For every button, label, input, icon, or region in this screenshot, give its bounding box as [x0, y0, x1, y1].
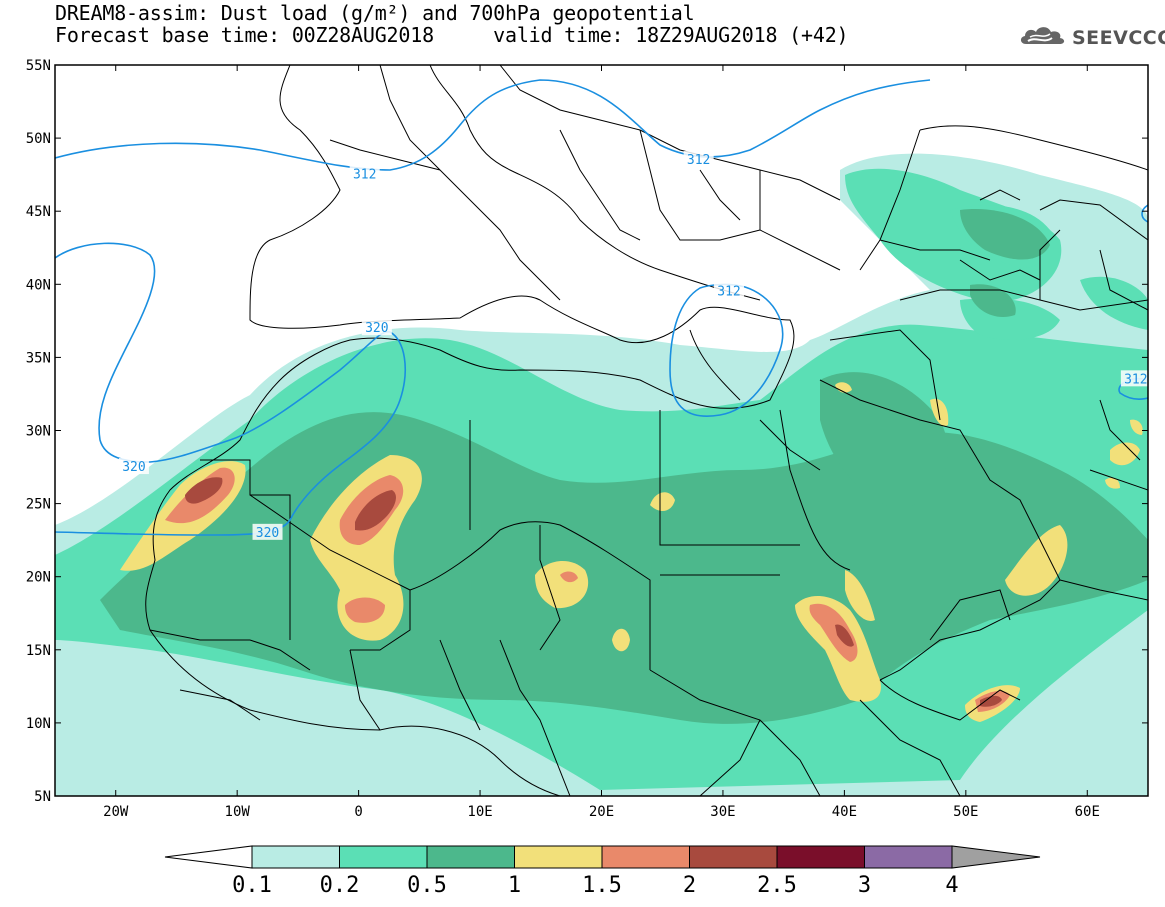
cloud-icon — [1018, 24, 1068, 52]
contour-label: 320 — [365, 321, 388, 336]
lon-tick-label: 40E — [832, 804, 857, 820]
colorbar-level-label: 2 — [683, 873, 696, 898]
colorbar-level-label: 2.5 — [757, 873, 797, 898]
colorbar-swatch — [251, 845, 340, 869]
colorbar-level-label: 1.5 — [582, 873, 622, 898]
colorbar-level-label: 0.1 — [232, 873, 272, 898]
lat-tick-label: 30N — [26, 424, 51, 440]
contour-label-bg — [252, 523, 283, 540]
colorbar-level-label: 4 — [945, 873, 958, 898]
lat-tick-label: 20N — [26, 570, 51, 586]
contour-label-bg — [714, 282, 745, 299]
seevccc-logo: SEEVCCC — [1018, 24, 1165, 52]
colorbar-level-label: 0.5 — [407, 873, 447, 898]
title-line-1: DREAM8-assim: Dust load (g/m²) and 700hP… — [55, 1, 695, 25]
colorbar-swatch — [426, 845, 515, 869]
contour-label: 312 — [1124, 372, 1147, 387]
borders — [145, 65, 1148, 796]
contour-label: 312 — [353, 168, 376, 183]
dust-level-2 — [185, 477, 1002, 707]
lat-tick-label: 55N — [26, 58, 51, 74]
title-valid-time: valid time: 18Z29AUG2018 (+42) — [493, 23, 849, 47]
lat-tick-label: 50N — [26, 131, 51, 147]
lon-tick-label: 20E — [589, 804, 614, 820]
colorbar-swatch — [689, 845, 778, 869]
contour-labels: 312 312 312 320 320 320 312 — [118, 151, 1151, 541]
map-title: DREAM8-assim: Dust load (g/m²) and 700hP… — [55, 1, 849, 47]
contour-label: 320 — [122, 460, 145, 475]
colorbar-under-arrow — [164, 845, 253, 869]
lat-tick-label: 10N — [26, 716, 51, 732]
lat-axis: 55N 50N 45N 40N 35N 30N 25N 20N 15N 10N 5N — [26, 58, 1148, 805]
colorbar-swatch — [776, 845, 865, 869]
lon-tick-label: 10W — [225, 804, 251, 820]
lat-tick-label: 25N — [26, 497, 51, 513]
contour-label-bg — [118, 458, 149, 475]
lon-axis: 20W 10W 0 10E 20E 30E 40E 50E 60E — [103, 65, 1100, 820]
colorbar-level-label: 0.2 — [320, 873, 360, 898]
lat-tick-label: 35N — [26, 350, 51, 366]
contour-label-bg — [361, 319, 392, 336]
contour-label: 312 — [687, 153, 710, 168]
lon-tick-label: 10E — [467, 804, 492, 820]
lat-tick-label: 5N — [34, 789, 51, 805]
colorbar-swatch — [601, 845, 690, 869]
contour-label-bg — [1120, 370, 1151, 387]
colorbar-swatch — [339, 845, 428, 869]
title-base-time: Forecast base time: 00Z28AUG2018 — [55, 23, 434, 47]
lat-tick-label: 45N — [26, 204, 51, 220]
plot-area — [55, 65, 1148, 796]
contour-label: 320 — [256, 526, 279, 541]
colorbar: 0.1 0.2 0.5 1 1.5 2 2.5 3 4 — [164, 845, 1041, 898]
lon-tick-label: 20W — [103, 804, 129, 820]
colorbar-level-label: 1 — [508, 873, 521, 898]
contour-label-bg — [683, 151, 714, 168]
lon-tick-label: 0 — [354, 804, 362, 820]
lon-tick-label: 60E — [1075, 804, 1100, 820]
logo-text: SEEVCCC — [1072, 27, 1165, 49]
colorbar-swatch — [864, 845, 953, 869]
lon-tick-label: 30E — [710, 804, 735, 820]
lat-tick-label: 40N — [26, 277, 51, 293]
lat-tick-label: 15N — [26, 643, 51, 659]
colorbar-level-label: 3 — [858, 873, 871, 898]
colorbar-swatch — [514, 845, 603, 869]
contour-label: 312 — [717, 285, 740, 300]
contour-label-bg — [349, 165, 380, 182]
lon-tick-label: 50E — [953, 804, 978, 820]
colorbar-over-arrow — [951, 845, 1041, 869]
